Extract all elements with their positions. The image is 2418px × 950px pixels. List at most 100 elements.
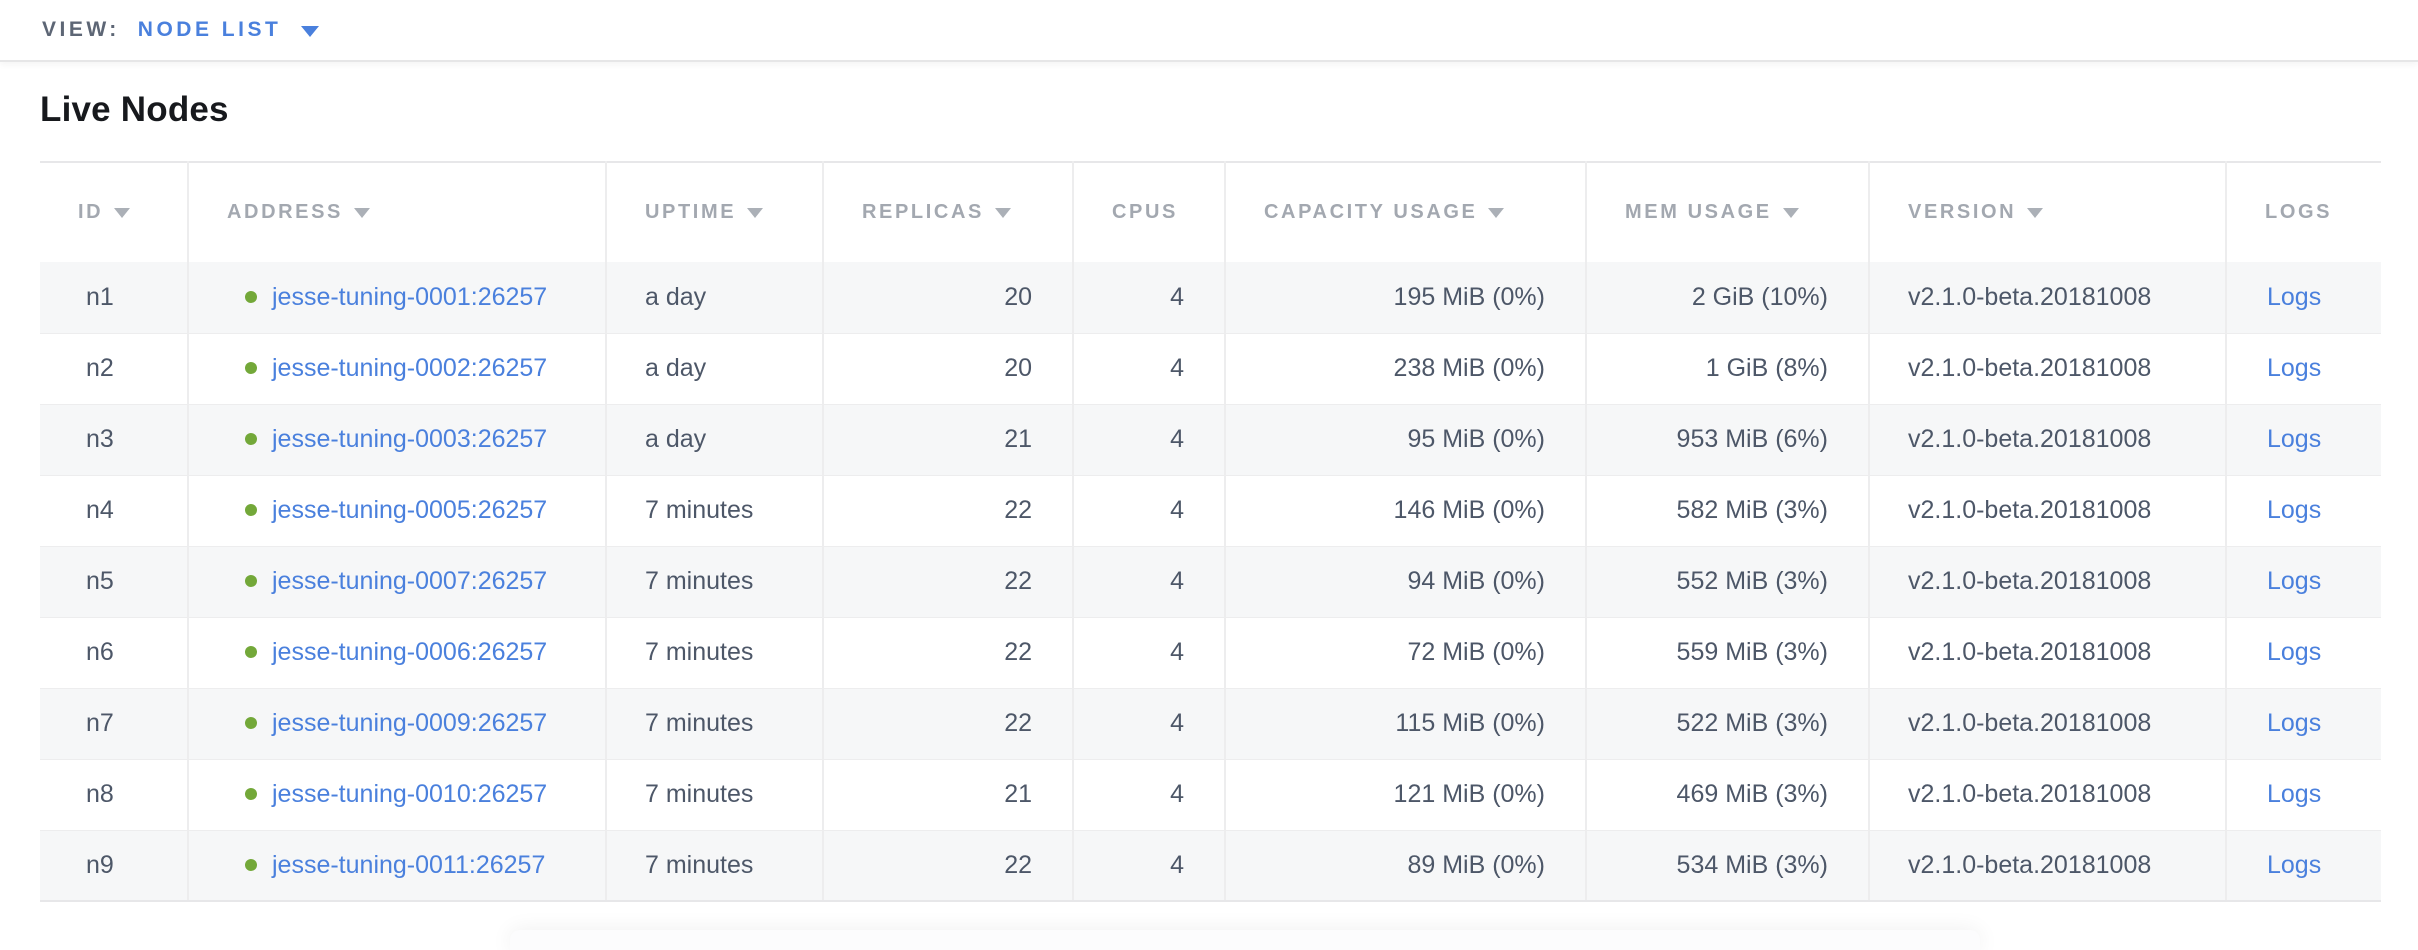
node-logs-cell: Logs bbox=[2226, 404, 2381, 476]
node-capacity-usage: 89 MiB (0%) bbox=[1407, 850, 1545, 879]
node-live-status-icon bbox=[245, 717, 257, 729]
node-mem-usage: 559 MiB (3%) bbox=[1676, 638, 1828, 666]
logs-link[interactable]: Logs bbox=[2267, 496, 2322, 524]
column-header-label: UPTIME bbox=[645, 201, 737, 223]
node-replicas: 22 bbox=[1004, 850, 1032, 879]
node-replicas-cell: 22 bbox=[823, 546, 1074, 618]
node-version-cell: v2.1.0-beta.20181008 bbox=[1869, 404, 2227, 476]
table-row: n2 jesse-tuning-0002:26257 a day 20 4 238 MiB… bbox=[40, 333, 2381, 405]
node-capacity-usage-cell: 121 MiB (0%) bbox=[1225, 759, 1587, 831]
node-cpus: 4 bbox=[1170, 638, 1184, 666]
table-row: n7 jesse-tuning-0009:26257 7 minutes 22 4 115… bbox=[40, 688, 2381, 760]
node-cpus: 4 bbox=[1170, 282, 1184, 311]
node-replicas: 22 bbox=[1004, 709, 1032, 737]
node-replicas: 21 bbox=[1004, 780, 1032, 808]
node-address-cell: jesse-tuning-0009:26257 bbox=[188, 688, 607, 760]
table-row: n1 jesse-tuning-0001:26257 a day 20 4 195 MiB… bbox=[40, 262, 2381, 334]
node-capacity-usage-cell: 146 MiB (0%) bbox=[1225, 475, 1587, 547]
node-capacity-usage: 115 MiB (0%) bbox=[1395, 709, 1545, 737]
node-uptime: 7 minutes bbox=[645, 496, 754, 524]
node-cpus-cell: 4 bbox=[1073, 404, 1226, 476]
node-address-link[interactable]: jesse-tuning-0001:26257 bbox=[272, 282, 548, 311]
column-header-replicas[interactable]: REPLICAS bbox=[823, 162, 1074, 262]
logs-link[interactable]: Logs bbox=[2267, 850, 2322, 879]
column-header-id[interactable]: ID bbox=[40, 162, 189, 262]
node-version-cell: v2.1.0-beta.20181008 bbox=[1869, 830, 2227, 902]
node-replicas-cell: 22 bbox=[823, 617, 1074, 689]
node-address-cell: jesse-tuning-0011:26257 bbox=[188, 830, 607, 902]
node-live-status-icon bbox=[245, 575, 257, 587]
node-capacity-usage: 95 MiB (0%) bbox=[1407, 425, 1545, 453]
logs-link[interactable]: Logs bbox=[2267, 567, 2322, 595]
node-address-cell: jesse-tuning-0001:26257 bbox=[188, 262, 607, 334]
node-mem-usage: 534 MiB (3%) bbox=[1676, 850, 1828, 879]
node-logs-cell: Logs bbox=[2226, 759, 2381, 831]
node-address-link[interactable]: jesse-tuning-0002:26257 bbox=[272, 354, 548, 382]
node-uptime-cell: a day bbox=[606, 404, 824, 476]
logs-link[interactable]: Logs bbox=[2267, 425, 2322, 453]
node-cpus: 4 bbox=[1170, 496, 1184, 524]
node-version-cell: v2.1.0-beta.20181008 bbox=[1869, 333, 2227, 405]
node-address-link[interactable]: jesse-tuning-0011:26257 bbox=[272, 850, 546, 879]
node-id: n5 bbox=[86, 567, 114, 595]
column-header-label: CPUS bbox=[1112, 201, 1178, 223]
column-header-logs: LOGS bbox=[2226, 162, 2381, 262]
node-version: v2.1.0-beta.20181008 bbox=[1908, 496, 2152, 524]
node-live-status-icon bbox=[245, 433, 257, 445]
column-header-version[interactable]: VERSION bbox=[1869, 162, 2227, 262]
view-dropdown[interactable]: NODE LIST bbox=[138, 18, 320, 42]
column-header-uptime[interactable]: UPTIME bbox=[606, 162, 824, 262]
node-address-cell: jesse-tuning-0005:26257 bbox=[188, 475, 607, 547]
node-cpus: 4 bbox=[1170, 354, 1184, 382]
node-replicas: 22 bbox=[1004, 496, 1032, 524]
node-mem-usage-cell: 534 MiB (3%) bbox=[1586, 830, 1870, 902]
column-header-mem-usage[interactable]: MEM USAGE bbox=[1586, 162, 1870, 262]
column-header-address[interactable]: ADDRESS bbox=[188, 162, 607, 262]
node-capacity-usage-cell: 72 MiB (0%) bbox=[1225, 617, 1587, 689]
logs-link[interactable]: Logs bbox=[2267, 282, 2322, 311]
node-mem-usage-cell: 2 GiB (10%) bbox=[1586, 262, 1870, 334]
node-uptime: a day bbox=[645, 282, 707, 311]
node-address-link[interactable]: jesse-tuning-0006:26257 bbox=[272, 638, 548, 666]
node-id: n7 bbox=[86, 709, 114, 737]
node-capacity-usage: 94 MiB (0%) bbox=[1407, 567, 1545, 595]
node-address-link[interactable]: jesse-tuning-0009:26257 bbox=[272, 709, 548, 737]
node-uptime: a day bbox=[645, 425, 707, 453]
logs-link[interactable]: Logs bbox=[2267, 709, 2322, 737]
logs-link[interactable]: Logs bbox=[2267, 780, 2322, 808]
node-id-cell: n3 bbox=[40, 404, 189, 476]
node-version-cell: v2.1.0-beta.20181008 bbox=[1869, 688, 2227, 760]
node-uptime-cell: a day bbox=[606, 333, 824, 405]
sort-desc-icon bbox=[1782, 208, 1799, 218]
node-id-cell: n4 bbox=[40, 475, 189, 547]
column-header-capacity-usage[interactable]: CAPACITY USAGE bbox=[1225, 162, 1587, 262]
logs-link[interactable]: Logs bbox=[2267, 354, 2322, 382]
node-uptime: 7 minutes bbox=[645, 638, 754, 666]
node-replicas-cell: 21 bbox=[823, 404, 1074, 476]
node-capacity-usage-cell: 95 MiB (0%) bbox=[1225, 404, 1587, 476]
logs-link[interactable]: Logs bbox=[2267, 638, 2322, 666]
node-id: n8 bbox=[86, 780, 114, 808]
node-cpus-cell: 4 bbox=[1073, 333, 1226, 405]
node-mem-usage-cell: 552 MiB (3%) bbox=[1586, 546, 1870, 618]
column-header-cpus: CPUS bbox=[1073, 162, 1226, 262]
column-header-label: VERSION bbox=[1908, 201, 2017, 223]
node-cpus-cell: 4 bbox=[1073, 759, 1226, 831]
node-address-link[interactable]: jesse-tuning-0005:26257 bbox=[272, 496, 548, 524]
node-mem-usage: 522 MiB (3%) bbox=[1676, 709, 1828, 737]
view-dropdown-value[interactable]: NODE LIST bbox=[137, 18, 282, 41]
node-cpus: 4 bbox=[1170, 709, 1184, 737]
node-capacity-usage-cell: 238 MiB (0%) bbox=[1225, 333, 1587, 405]
table-row: n5 jesse-tuning-0007:26257 7 minutes 22 4 94 … bbox=[40, 546, 2381, 618]
sort-desc-icon bbox=[1488, 208, 1505, 218]
node-replicas: 22 bbox=[1004, 638, 1032, 666]
node-address-link[interactable]: jesse-tuning-0007:26257 bbox=[272, 567, 548, 595]
node-address-link[interactable]: jesse-tuning-0010:26257 bbox=[272, 780, 548, 808]
column-header-label: MEM USAGE bbox=[1625, 201, 1772, 223]
node-id: n3 bbox=[86, 425, 114, 453]
node-address-link[interactable]: jesse-tuning-0003:26257 bbox=[272, 425, 548, 453]
node-capacity-usage: 195 MiB (0%) bbox=[1393, 282, 1545, 311]
node-id: n9 bbox=[86, 850, 114, 879]
node-replicas: 20 bbox=[1004, 354, 1032, 382]
node-replicas: 20 bbox=[1004, 282, 1032, 311]
